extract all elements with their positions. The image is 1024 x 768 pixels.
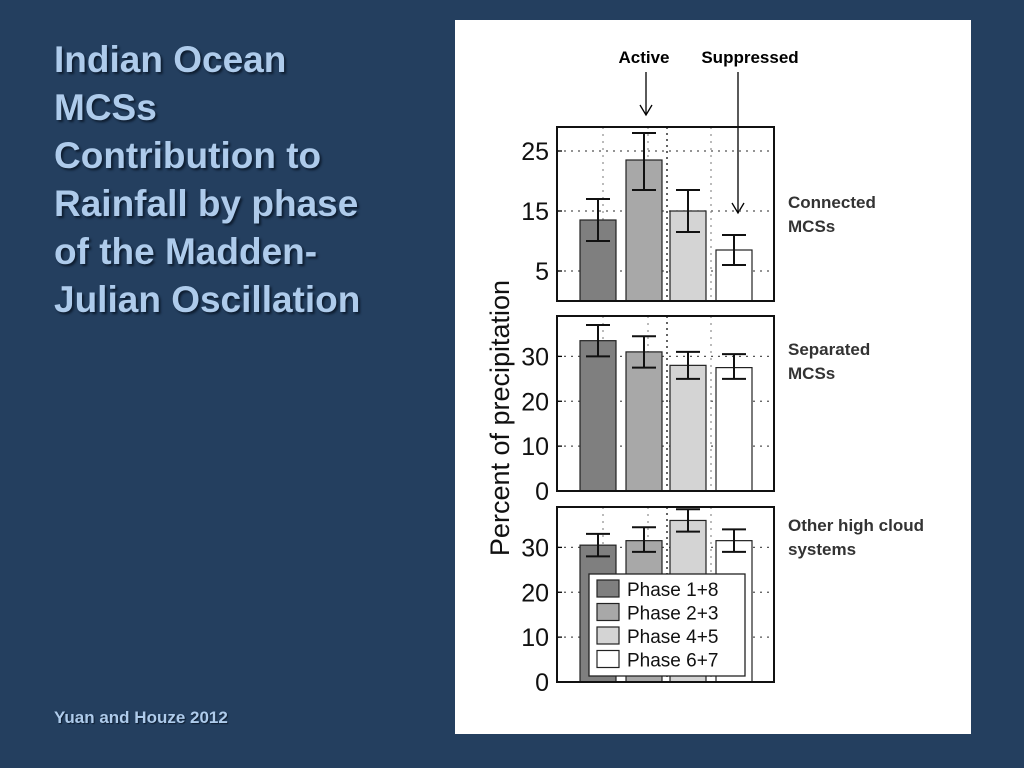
slide-title-line: of the Madden- xyxy=(54,231,318,272)
y-tick-label: 20 xyxy=(521,388,549,416)
suppressed-label: Suppressed xyxy=(701,48,798,67)
chart-figure: Active Suppressed Percent of precipitati… xyxy=(455,20,971,734)
panel-label-line: systems xyxy=(788,540,856,559)
y-tick-label: 10 xyxy=(521,433,549,461)
y-tick-label: 10 xyxy=(521,624,549,652)
citation: Yuan and Houze 2012 xyxy=(54,708,228,727)
legend-swatch xyxy=(596,626,620,645)
panel-label-line: Other high cloud xyxy=(788,516,924,535)
legend-swatch xyxy=(596,649,620,669)
y-tick-label: 15 xyxy=(521,198,549,226)
panel-2: 0 10 20 30 Separated MCSs xyxy=(521,315,870,506)
y-tick-label: 0 xyxy=(535,669,549,697)
slide-title-line: MCSs xyxy=(54,87,157,128)
slide-title-line: Indian Ocean xyxy=(54,39,287,80)
panel-label-line: Separated xyxy=(788,340,870,359)
bar-phase-6-7 xyxy=(715,367,753,492)
legend-entry: Phase 2+3 xyxy=(627,604,718,625)
panel-frame xyxy=(556,506,775,683)
bar-phase-2-3 xyxy=(625,351,663,492)
y-tick-label: 30 xyxy=(521,534,549,562)
y-axis-label: Percent of precipitation xyxy=(485,280,515,556)
panel-label-line: Connected xyxy=(788,193,876,212)
precipitation-bar-chart: Active Suppressed Percent of precipitati… xyxy=(485,48,924,697)
legend-entry: Phase 6+7 xyxy=(627,651,718,672)
panel-label: Separated MCSs xyxy=(788,340,870,383)
panel-label: Other high cloud systems xyxy=(788,516,924,559)
slide-title-line: Julian Oscillation xyxy=(54,279,361,320)
active-arrowhead xyxy=(639,104,653,117)
y-tick-label: 5 xyxy=(535,258,549,286)
slide-title: Indian Ocean MCSs Contribution to Rainfall … xyxy=(54,36,414,324)
legend-swatch xyxy=(596,579,620,598)
panel-frame xyxy=(556,315,775,492)
y-tick-label: 20 xyxy=(521,579,549,607)
bar-phase-4-5 xyxy=(669,364,707,492)
panel-label-line: MCSs xyxy=(788,217,835,236)
panel-label: Connected MCSs xyxy=(788,193,876,236)
slide-title-line: Rainfall by phase xyxy=(54,183,359,224)
panel-label-line: MCSs xyxy=(788,364,835,383)
legend-entry: Phase 1+8 xyxy=(627,580,718,601)
slide-title-line: Contribution to xyxy=(54,135,322,176)
legend-entry: Phase 4+5 xyxy=(627,627,718,648)
y-tick-label: 30 xyxy=(521,343,549,371)
y-tick-label: 25 xyxy=(521,138,549,166)
phase-arrows: Active Suppressed xyxy=(618,48,799,215)
chart-panels: 5 15 25 Connected MCSs 0 10 20 30 Separated MCSs 0 1… xyxy=(521,126,924,697)
suppressed-arrowhead xyxy=(731,202,745,215)
legend-swatch xyxy=(596,602,620,622)
panel-1: 5 15 25 Connected MCSs xyxy=(521,126,876,302)
panel-frame xyxy=(556,126,775,302)
active-label: Active xyxy=(618,48,669,67)
y-tick-label: 0 xyxy=(535,478,549,506)
bar-phase-4-5 xyxy=(669,210,707,302)
bar-phase-1-8 xyxy=(579,340,617,492)
